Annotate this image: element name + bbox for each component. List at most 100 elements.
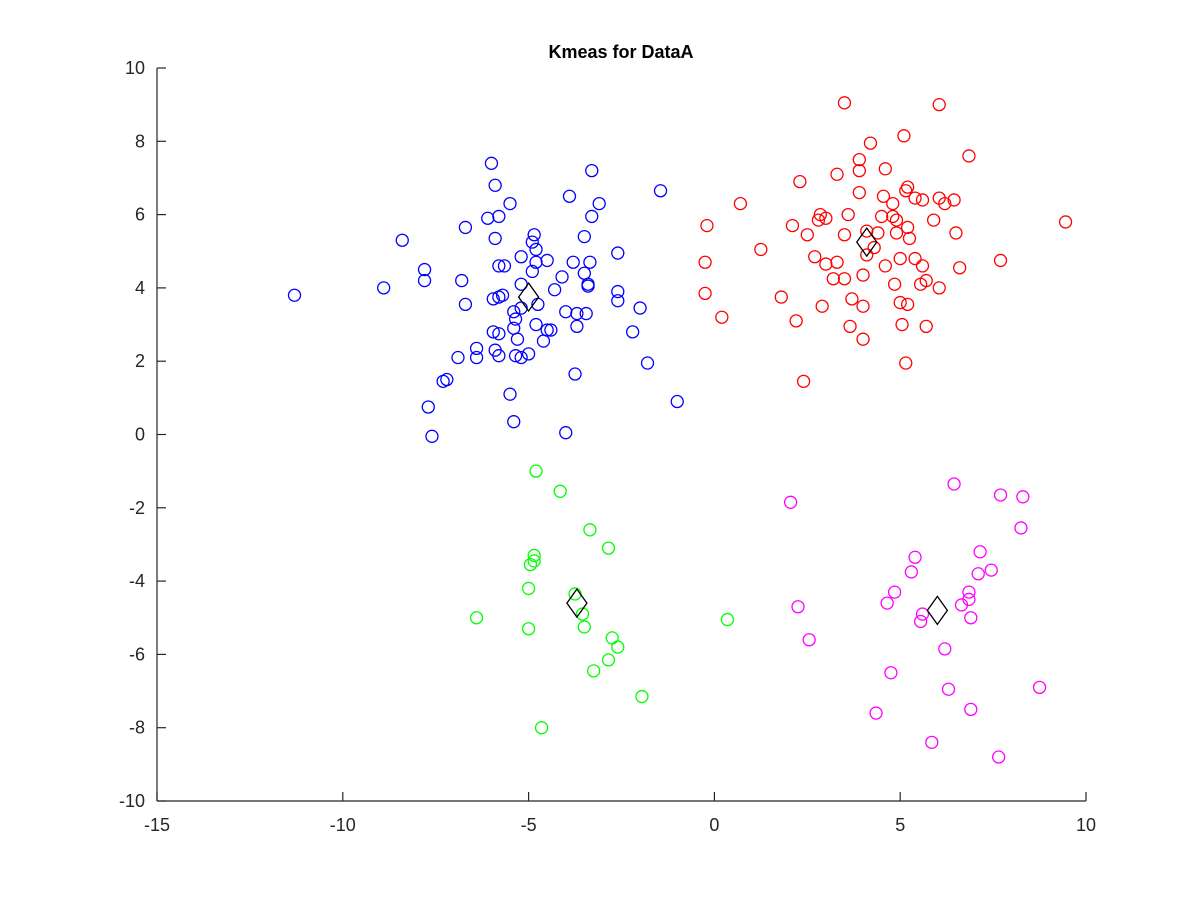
- data-point-cluster-2: [698, 255, 712, 269]
- x-tick-label: -15: [144, 815, 170, 835]
- data-point-cluster-1: [625, 325, 640, 339]
- data-point-cluster-2: [852, 163, 866, 178]
- data-point-cluster-4: [962, 585, 976, 599]
- data-point-cluster-4: [941, 682, 956, 696]
- data-point-cluster-2: [919, 319, 933, 334]
- data-point-cluster-2: [845, 292, 859, 306]
- data-point-cluster-2: [947, 193, 961, 207]
- data-point-cluster-4: [962, 592, 976, 607]
- data-point-cluster-2: [698, 286, 712, 301]
- data-point-cluster-1: [436, 374, 450, 389]
- data-point-cluster-4: [884, 666, 898, 680]
- data-point-cluster-2: [852, 185, 866, 200]
- data-point-cluster-4: [869, 706, 883, 720]
- data-point-cluster-1: [653, 184, 668, 198]
- data-point-cluster-2: [899, 356, 913, 370]
- data-point-cluster-1: [566, 255, 580, 269]
- data-point-cluster-1: [508, 312, 523, 326]
- data-point-cluster-1: [611, 294, 625, 308]
- data-point-cluster-2: [856, 332, 870, 346]
- data-point-cluster-3: [521, 581, 536, 596]
- data-point-cluster-2: [887, 277, 902, 291]
- axes: -15 -10 -5 0 5 10 -10 -8 -6 -4 -2 0 2 4 6 8 10: [119, 58, 1096, 835]
- data-point-cluster-3: [720, 612, 735, 627]
- data-point-cluster-1: [579, 306, 593, 321]
- data-point-cluster-1: [570, 319, 584, 334]
- data-point-cluster-1: [486, 325, 500, 339]
- data-point-cluster-3: [523, 557, 538, 572]
- data-point-cluster-2: [733, 196, 748, 211]
- data-point-cluster-1: [525, 235, 539, 249]
- data-point-cluster-3: [601, 653, 616, 667]
- data-point-cluster-4: [802, 633, 816, 647]
- data-point-cluster-2: [830, 167, 844, 181]
- data-point-cluster-1: [640, 356, 655, 370]
- data-point-cluster-1: [562, 189, 577, 203]
- data-point-cluster-2: [819, 211, 833, 225]
- y-tick-label: 0: [135, 425, 145, 445]
- data-point-cluster-3: [601, 541, 616, 555]
- data-point-cluster-2: [900, 220, 915, 235]
- data-point-cluster-3: [605, 631, 619, 645]
- data-point-cluster-2: [837, 96, 852, 110]
- data-point-cluster-2: [754, 242, 768, 257]
- data-point-cluster-1: [503, 387, 517, 401]
- data-point-cluster-3: [527, 554, 541, 568]
- data-point-cluster-2: [800, 228, 814, 242]
- data-point-cluster-1: [540, 253, 554, 268]
- data-point-cluster-1: [455, 273, 469, 288]
- data-point-cluster-1: [527, 228, 541, 242]
- data-point-cluster-2: [915, 193, 930, 207]
- data-point-cluster-1: [514, 250, 528, 264]
- data-point-cluster-3: [577, 620, 591, 634]
- x-tick-label: 5: [895, 815, 905, 835]
- data-point-cluster-4: [971, 567, 985, 581]
- data-point-cluster-2: [830, 255, 844, 269]
- centroid-marker-4: [926, 595, 949, 626]
- data-point-cluster-4: [913, 614, 928, 629]
- data-point-cluster-2: [793, 174, 807, 189]
- data-point-cluster-2: [962, 149, 976, 163]
- data-point-cluster-2: [889, 226, 904, 240]
- data-point-cluster-2: [856, 268, 870, 282]
- x-tick-label: -5: [521, 815, 537, 835]
- data-point-cluster-4: [925, 735, 939, 750]
- y-tick-label: 8: [135, 131, 145, 151]
- data-point-cluster-1: [417, 273, 432, 288]
- data-point-cluster-2: [715, 310, 729, 324]
- data-point-cluster-2: [926, 213, 941, 227]
- data-point-cluster-3: [586, 664, 601, 678]
- data-point-cluster-2: [815, 299, 829, 313]
- data-point-cluster-1: [611, 246, 625, 260]
- data-point-cluster-1: [547, 283, 562, 297]
- data-point-cluster-4: [938, 642, 952, 656]
- data-point-cluster-2: [886, 209, 900, 224]
- data-point-cluster-1: [540, 323, 554, 337]
- x-tick-label: -10: [330, 815, 356, 835]
- data-point-cluster-2: [871, 226, 885, 240]
- data-point-cluster-1: [488, 231, 502, 246]
- y-tick-label: -2: [129, 498, 145, 518]
- y-tick-label: -8: [129, 718, 145, 738]
- data-point-cluster-1: [492, 259, 506, 273]
- data-point-cluster-1: [585, 163, 599, 178]
- data-point-cluster-1: [458, 297, 473, 312]
- data-point-cluster-4: [783, 495, 798, 509]
- data-point-cluster-1: [529, 317, 543, 332]
- data-point-cluster-1: [508, 349, 523, 363]
- data-point-cluster-1: [417, 262, 432, 277]
- x-tick-label: 0: [709, 815, 719, 835]
- y-tick-label: -6: [129, 644, 145, 664]
- data-point-cluster-2: [874, 209, 889, 224]
- centroid-marker-2: [855, 226, 878, 258]
- data-point-cluster-2: [919, 273, 933, 288]
- data-point-cluster-1: [458, 220, 473, 235]
- data-point-cluster-4: [880, 596, 894, 610]
- data-point-cluster-2: [889, 213, 904, 227]
- data-point-cluster-1: [469, 341, 484, 356]
- y-tick-label: -10: [119, 791, 145, 811]
- data-point-cluster-1: [555, 270, 569, 284]
- data-point-cluster-4: [947, 477, 961, 491]
- data-point-cluster-1: [529, 242, 543, 257]
- y-tick-label: 6: [135, 205, 145, 225]
